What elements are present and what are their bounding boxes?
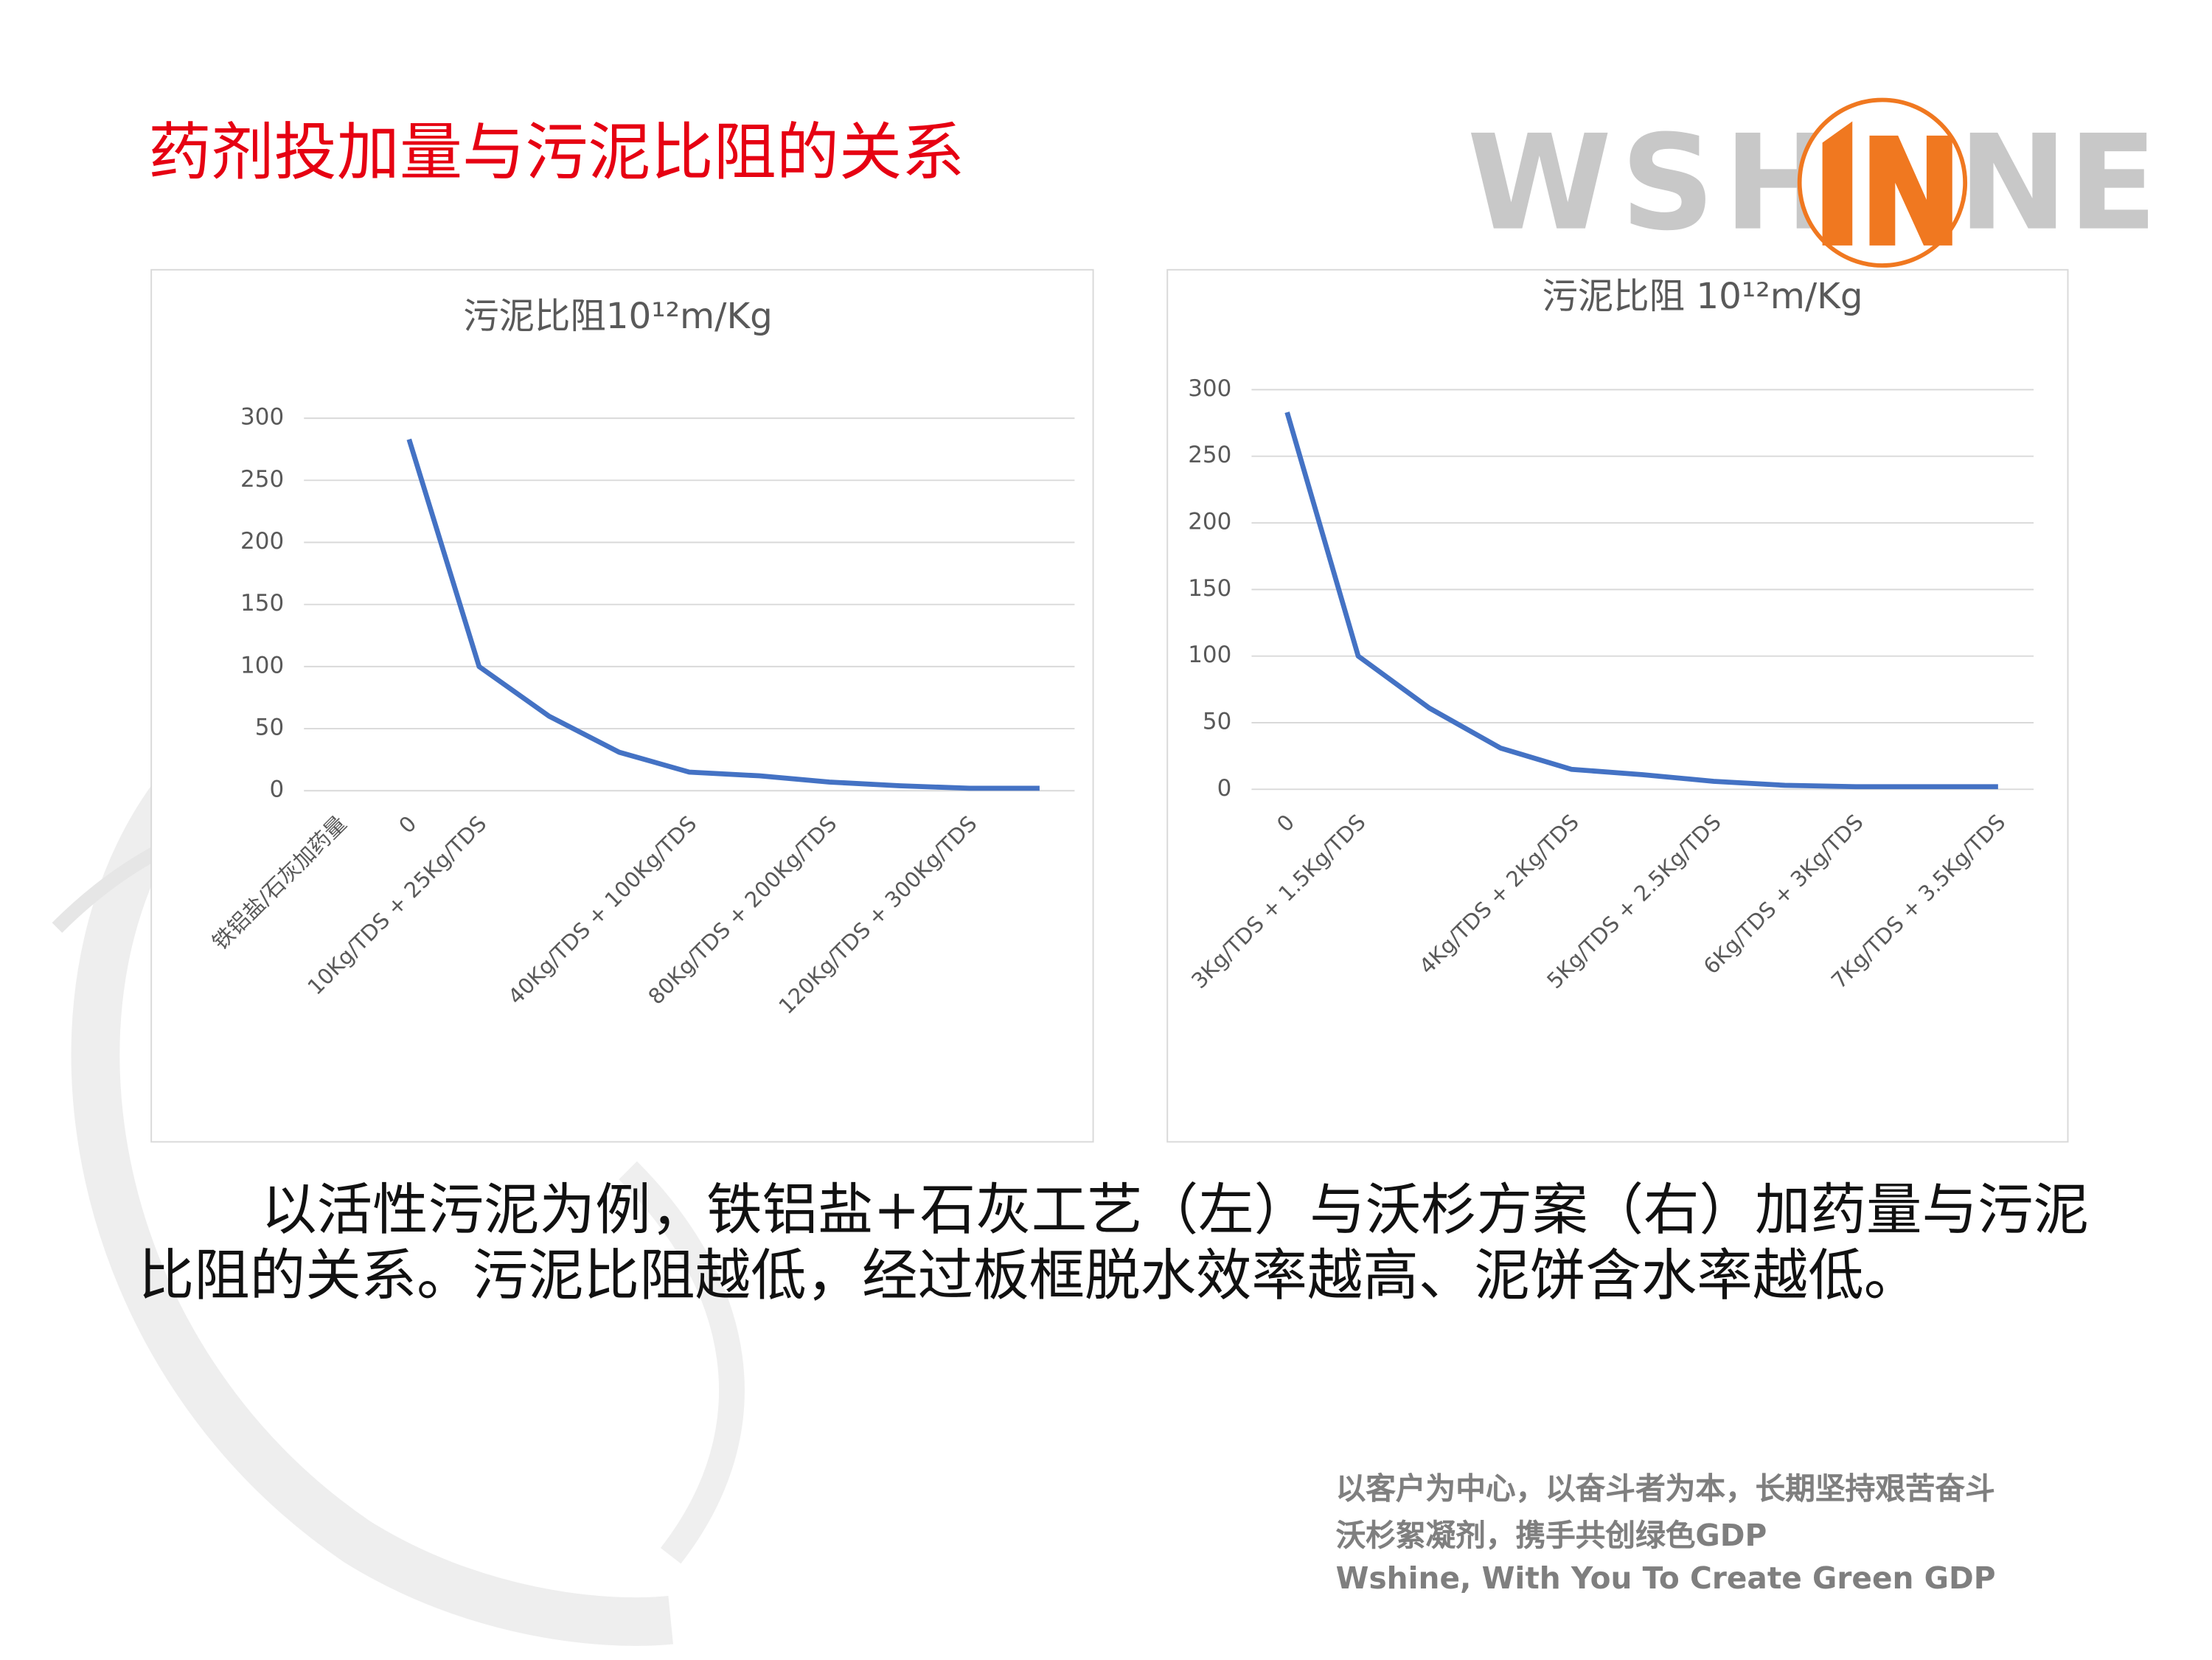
logo: WSH NE <box>1467 97 2157 268</box>
y-tick-label: 200 <box>240 528 284 555</box>
y-tick-label: 150 <box>240 590 284 617</box>
logo-text: WSH <box>1467 107 1842 260</box>
slide-title: 药剂投加量与污泥比阻的关系 <box>148 117 964 190</box>
y-tick-label: 100 <box>240 652 284 678</box>
data-line <box>1284 411 1998 790</box>
chart-title: 污泥比阻 10¹²m/Kg <box>1542 276 1863 317</box>
y-tick-label: 250 <box>240 466 284 493</box>
y-tick-label: 100 <box>1188 642 1231 668</box>
logo-n <box>1869 135 1952 246</box>
chart-frame <box>150 268 1094 1143</box>
logo-text: NE <box>1958 107 2157 260</box>
y-tick-label: 200 <box>1188 509 1231 535</box>
y-tick-label: 50 <box>1203 709 1231 735</box>
logo-i <box>1822 121 1853 246</box>
y-tick-label: 300 <box>240 404 284 431</box>
footer-line: 沃杉絮凝剂，携手共创绿色GDP <box>1335 1518 1767 1553</box>
chart-frame <box>1166 268 2069 1143</box>
y-tick-label: 250 <box>1188 442 1231 468</box>
footer-line: 以客户为中心，以奋斗者为本，长期坚持艰苦奋斗 <box>1335 1471 1995 1506</box>
footer-line: Wshine, With You To Create Green GDP <box>1335 1561 1996 1596</box>
body-text: 以活性污泥为例，铁铝盐+石灰工艺（左）与沃杉方案（右）加药量与污泥比阻的关系。污… <box>138 1178 2089 1309</box>
chart-title: 污泥比阻10¹²m/Kg <box>463 296 773 337</box>
y-tick-label: 0 <box>269 777 284 803</box>
data-line <box>406 438 1040 791</box>
y-tick-label: 150 <box>1188 575 1231 602</box>
y-tick-label: 50 <box>255 715 284 741</box>
y-tick-label: 300 <box>1188 375 1231 402</box>
y-tick-label: 0 <box>1217 775 1232 802</box>
